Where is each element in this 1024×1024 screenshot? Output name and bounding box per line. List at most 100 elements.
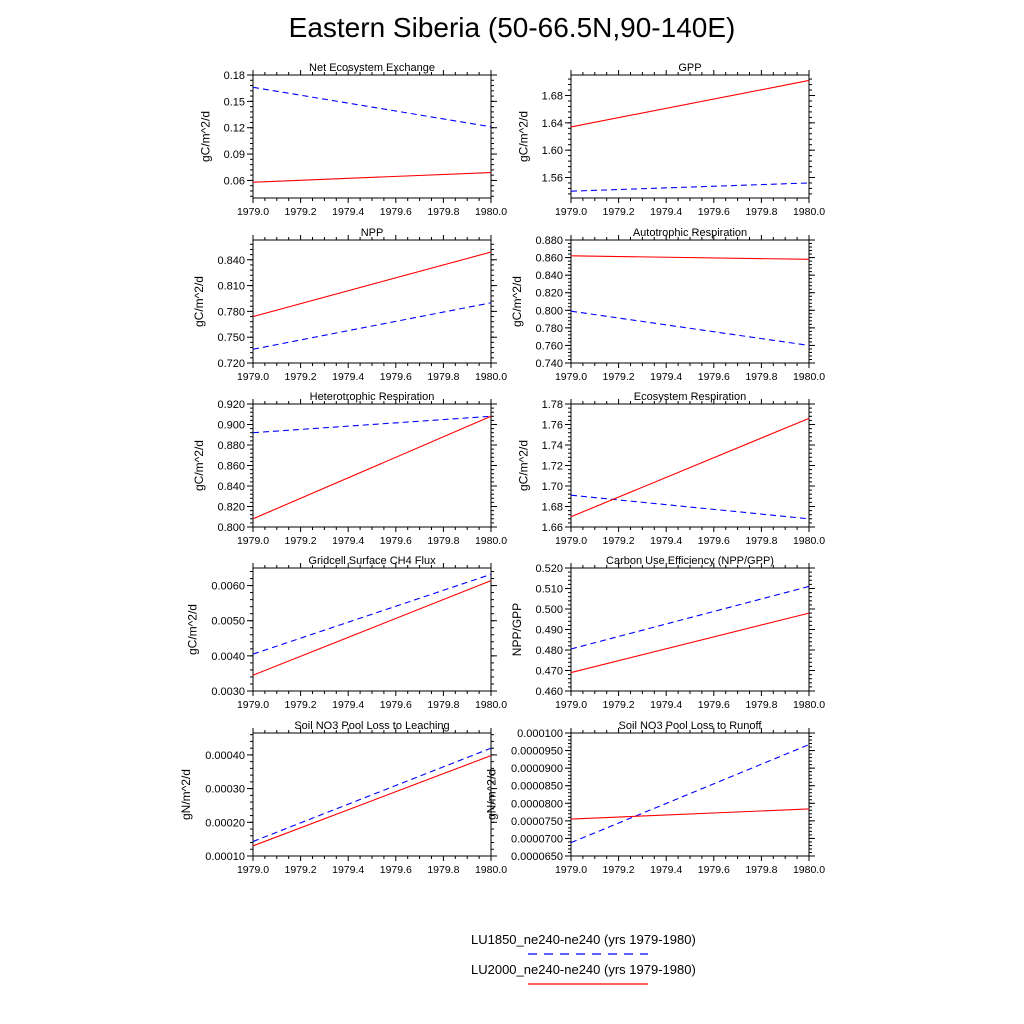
y-tick-label: 0.510 (535, 584, 563, 596)
y-axis-label: gC/m^2/d (192, 440, 206, 491)
y-tick-label: 0.800 (217, 522, 245, 534)
y-tick-label: 1.68 (542, 91, 563, 103)
plot-frame (570, 567, 810, 692)
x-tick-label: 1979.4 (332, 371, 364, 383)
x-tick-label: 1979.0 (237, 699, 269, 711)
x-tick-label: 1979.8 (745, 864, 777, 876)
x-tick-label: 1980.0 (475, 371, 507, 383)
x-tick-label: 1979.8 (427, 371, 459, 383)
x-tick-label: 1979.2 (285, 699, 317, 711)
y-tick-label: 0.000100 (517, 728, 563, 740)
panel-title: Net Ecosystem Exchange (309, 62, 435, 74)
series-line-lu2000 (570, 417, 810, 518)
y-tick-label: 0.0030 (211, 686, 245, 698)
x-tick-label: 1979.8 (745, 206, 777, 218)
y-tick-label: 0.860 (535, 253, 563, 265)
y-tick-label: 0.810 (217, 281, 245, 293)
x-tick-label: 1979.2 (603, 535, 635, 547)
y-tick-label: 0.470 (535, 666, 563, 678)
y-axis-label: gC/m^2/d (516, 111, 530, 162)
x-tick-label: 1979.6 (698, 864, 730, 876)
y-axis-label: gN/m^2/d (179, 769, 193, 820)
y-tick-label: 0.740 (535, 358, 563, 370)
y-tick-label: 0.0060 (211, 581, 245, 593)
y-tick-label: 0.750 (217, 332, 245, 344)
y-axis-label: gC/m^2/d (192, 276, 206, 327)
x-tick-label: 1979.4 (332, 535, 364, 547)
y-tick-label: 1.56 (542, 173, 563, 185)
panel-title: Autotrophic Respiration (633, 227, 747, 239)
x-tick-label: 1979.0 (555, 699, 587, 711)
y-tick-label: 0.0000700 (511, 833, 563, 845)
y-tick-label: 0.0000950 (511, 746, 563, 758)
y-tick-label: 0.820 (217, 502, 245, 514)
y-tick-label: 0.520 (535, 563, 563, 575)
y-tick-label: 1.68 (542, 502, 563, 514)
plot-frame (570, 74, 810, 199)
panel-title: Carbon Use Efficiency (NPP/GPP) (606, 555, 774, 567)
series-line-lu1850 (570, 585, 810, 650)
plot-frame (252, 239, 492, 364)
panel-title: Soil NO3 Pool Loss to Runoff (619, 720, 763, 732)
y-tick-label: 0.840 (535, 270, 563, 282)
x-tick-label: 1979.0 (555, 864, 587, 876)
plot-frame (570, 732, 810, 857)
chart-soil-no3-pool-loss-to-leaching: 1979.0 1979.2 1979.4 1979.6 1979.8 1980.0 0.00… (179, 720, 507, 876)
y-tick-label: 0.920 (217, 399, 245, 411)
y-tick-label: 0.06 (224, 175, 245, 187)
y-tick-label: 0.00030 (205, 784, 245, 796)
y-tick-label: 1.72 (542, 461, 563, 473)
y-tick-label: 0.490 (535, 625, 563, 637)
series-line-lu1850 (570, 744, 810, 844)
x-tick-label: 1979.8 (427, 699, 459, 711)
y-axis-label: gC/m^2/d (516, 440, 530, 491)
x-tick-label: 1980.0 (475, 699, 507, 711)
panel-title: GPP (678, 62, 701, 74)
series-line-lu2000 (570, 255, 810, 260)
x-tick-label: 1979.0 (237, 864, 269, 876)
chart-ecosystem-respiration: 1979.0 1979.2 1979.4 1979.6 1979.8 1980.0 1.66… (516, 391, 825, 547)
legend-label-lu2000: LU2000_ne240-ne240 (yrs 1979-1980) (471, 962, 696, 977)
y-axis-label: NPP/GPP (510, 603, 524, 656)
series-line-lu2000 (570, 79, 810, 128)
chart-autotrophic-respiration: 1979.0 1979.2 1979.4 1979.6 1979.8 1980.0 0.74… (510, 227, 825, 383)
x-tick-label: 1979.2 (285, 206, 317, 218)
x-tick-label: 1979.8 (427, 206, 459, 218)
series-line-lu1850 (252, 86, 492, 128)
panel-title: Ecosystem Respiration (634, 391, 747, 403)
panel-title: Heterotrophic Respiration (310, 391, 435, 403)
y-tick-label: 0.15 (224, 96, 245, 108)
y-tick-label: 0.0000850 (511, 781, 563, 793)
x-tick-label: 1980.0 (475, 535, 507, 547)
y-tick-label: 0.780 (535, 323, 563, 335)
chart-net-ecosystem-exchange: 1979.0 1979.2 1979.4 1979.6 1979.8 1980.0 0.06… (198, 62, 507, 218)
series-line-lu1850 (252, 415, 492, 434)
y-tick-label: 0.0000650 (511, 851, 563, 863)
x-tick-label: 1979.6 (380, 535, 412, 547)
x-tick-label: 1980.0 (793, 371, 825, 383)
x-tick-label: 1979.6 (698, 699, 730, 711)
series-line-lu1850 (252, 573, 492, 655)
x-tick-label: 1979.8 (427, 535, 459, 547)
y-tick-label: 1.60 (542, 145, 563, 157)
y-tick-label: 1.64 (542, 118, 563, 130)
x-tick-label: 1980.0 (793, 699, 825, 711)
series-line-lu1850 (252, 302, 492, 350)
chart-npp: 1979.0 1979.2 1979.4 1979.6 1979.8 1980.0 0.72… (192, 227, 507, 383)
panel-title: NPP (361, 227, 384, 239)
x-tick-label: 1979.6 (380, 371, 412, 383)
chart-gridcell-surface-ch4-flux: 1979.0 1979.2 1979.4 1979.6 1979.8 1980.0 0.00… (186, 555, 508, 711)
series-line-lu2000 (570, 808, 810, 820)
series-line-lu2000 (252, 415, 492, 520)
x-tick-label: 1979.2 (285, 535, 317, 547)
y-tick-label: 0.780 (217, 306, 245, 318)
y-tick-label: 0.480 (535, 645, 563, 657)
y-tick-label: 0.760 (535, 340, 563, 352)
x-tick-label: 1979.2 (285, 864, 317, 876)
x-tick-label: 1980.0 (475, 864, 507, 876)
figure-title: Eastern Siberia (50-66.5N,90-140E) (288, 12, 736, 43)
y-axis-label: gC/m^2/d (186, 604, 200, 655)
y-tick-label: 0.900 (217, 420, 245, 432)
y-tick-label: 1.74 (542, 440, 563, 452)
